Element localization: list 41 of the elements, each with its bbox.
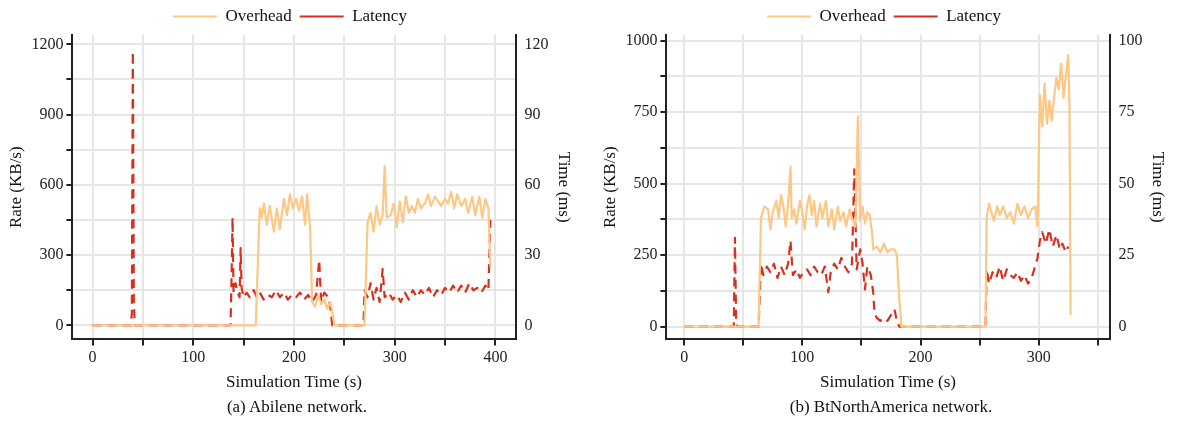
text: (a) Abilene network. [225,397,369,417]
y2-tick-label: 120 [524,34,549,52]
y2-tick-label: 75 [1118,102,1135,120]
y2-tick-label: 25 [1118,245,1135,263]
x-tick-label: 0 [88,348,97,366]
text: (b) BtNorthAmerica network. [788,397,994,417]
x-tick-label: 300 [1026,348,1051,366]
x-tick-label: 400 [483,348,508,366]
x-tick-label: 100 [181,348,206,366]
y-tick-label: 1200 [31,34,64,52]
y2-tick-label: 0 [1118,316,1127,334]
y2-axis-title: Time (ms) [1149,151,1169,223]
y-tick-label: 1000 [625,30,658,48]
x-axis-title: Simulation Time (s) [819,372,957,392]
y2-tick-label: 60 [524,175,541,193]
y-axis-title: Rate (KB/s) [5,146,25,229]
y-tick-label: 300 [39,245,64,263]
y-tick-label: 500 [633,173,658,191]
y2-tick-label: 90 [524,104,541,122]
y-tick-label: 0 [649,316,658,334]
x-tick-label: 200 [908,348,933,366]
y2-axis-title: Time (ms) [555,151,575,223]
y2-tick-label: 50 [1118,173,1135,191]
y2-tick-label: 100 [1118,30,1143,48]
x-axis-title: Simulation Time (s) [225,372,363,392]
x-tick-label: 300 [382,348,407,366]
y-tick-label: 750 [633,102,658,120]
y2-tick-label: 30 [524,245,541,263]
legend-label: Overhead [819,5,887,25]
y-tick-label: 250 [633,245,658,263]
legend-label: Latency [352,5,408,25]
x-tick-label: 0 [680,348,689,366]
y2-tick-label: 0 [524,315,533,333]
y-tick-label: 900 [39,104,64,122]
legend-label: Latency [946,5,1002,25]
x-tick-label: 200 [282,348,306,366]
y-tick-label: 0 [55,315,64,333]
y-axis-title: Rate (KB/s) [599,146,619,229]
y-tick-label: 600 [39,175,64,193]
legend-label: Overhead [225,5,293,25]
x-tick-label: 100 [790,348,815,366]
